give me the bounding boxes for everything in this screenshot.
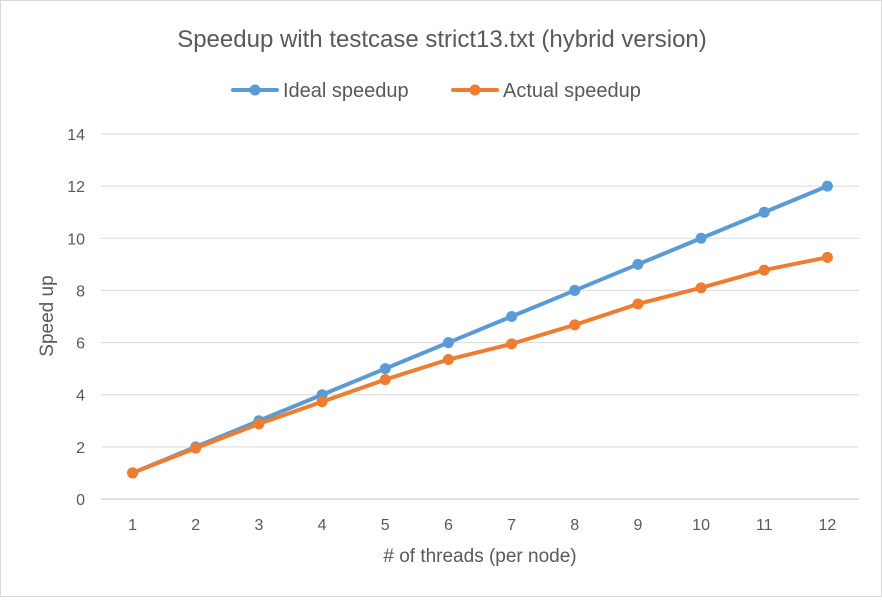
data-point-actual-speedup: [821, 251, 833, 263]
x-tick-label: 4: [318, 517, 327, 534]
data-point-actual-speedup: [253, 418, 265, 430]
x-tick-label: 8: [570, 517, 579, 534]
data-point-ideal-speedup: [632, 258, 644, 270]
y-tick-label: 6: [76, 336, 85, 353]
y-axis-ticks: 0 2 4 6 8 10 12 14: [67, 127, 85, 509]
x-axis-label: # of threads (per node): [383, 546, 576, 567]
x-tick-label: 2: [191, 517, 200, 534]
data-point-ideal-speedup: [442, 337, 454, 349]
y-tick-label: 14: [67, 127, 85, 144]
y-tick-label: 12: [67, 179, 85, 196]
x-tick-label: 9: [633, 517, 642, 534]
data-point-actual-speedup: [758, 264, 770, 276]
x-tick-label: 12: [819, 517, 837, 534]
x-tick-label: 5: [381, 517, 390, 534]
data-point-ideal-speedup: [695, 232, 707, 244]
data-point-actual-speedup: [442, 354, 454, 366]
data-point-ideal-speedup: [569, 284, 581, 296]
x-axis-ticks: 1 2 3 4 5 6 7 8 9 10 11 12: [128, 517, 836, 534]
data-point-actual-speedup: [506, 338, 518, 350]
x-tick-label: 3: [254, 517, 263, 534]
legend: Ideal speedup Actual speedup: [231, 80, 641, 102]
data-point-ideal-speedup: [379, 363, 391, 375]
series-line-ideal-speedup: [130, 184, 830, 475]
y-tick-label: 10: [67, 231, 85, 248]
series-line-actual-speedup: [130, 255, 830, 475]
x-tick-label: 1: [128, 517, 137, 534]
data-point-ideal-speedup: [821, 180, 833, 192]
data-point-ideal-speedup: [758, 206, 770, 218]
legend-marker: [249, 84, 261, 96]
chart-title: Speedup with testcase strict13.txt (hybr…: [177, 26, 707, 53]
gridlines: [101, 133, 859, 500]
data-point-actual-speedup: [190, 442, 202, 454]
legend-label: Actual speedup: [503, 80, 641, 102]
series-group: [127, 180, 833, 479]
y-tick-label: 4: [76, 388, 85, 405]
data-point-ideal-speedup: [506, 311, 518, 322]
y-axis-label: Speed up: [37, 275, 58, 356]
y-tick-label: 2: [76, 440, 85, 457]
legend-label: Ideal speedup: [283, 80, 409, 102]
data-point-actual-speedup: [379, 374, 391, 386]
y-tick-label: 0: [76, 492, 85, 509]
x-tick-label: 6: [444, 517, 453, 534]
data-point-actual-speedup: [695, 282, 707, 294]
data-point-actual-speedup: [127, 467, 139, 479]
data-point-actual-speedup: [632, 298, 644, 310]
data-point-actual-speedup: [316, 396, 328, 408]
y-tick-label: 8: [76, 283, 85, 300]
x-tick-label: 11: [756, 517, 773, 534]
legend-marker: [469, 84, 481, 96]
x-tick-label: 7: [507, 517, 516, 534]
x-tick-label: 10: [692, 517, 710, 534]
data-point-actual-speedup: [569, 319, 581, 331]
